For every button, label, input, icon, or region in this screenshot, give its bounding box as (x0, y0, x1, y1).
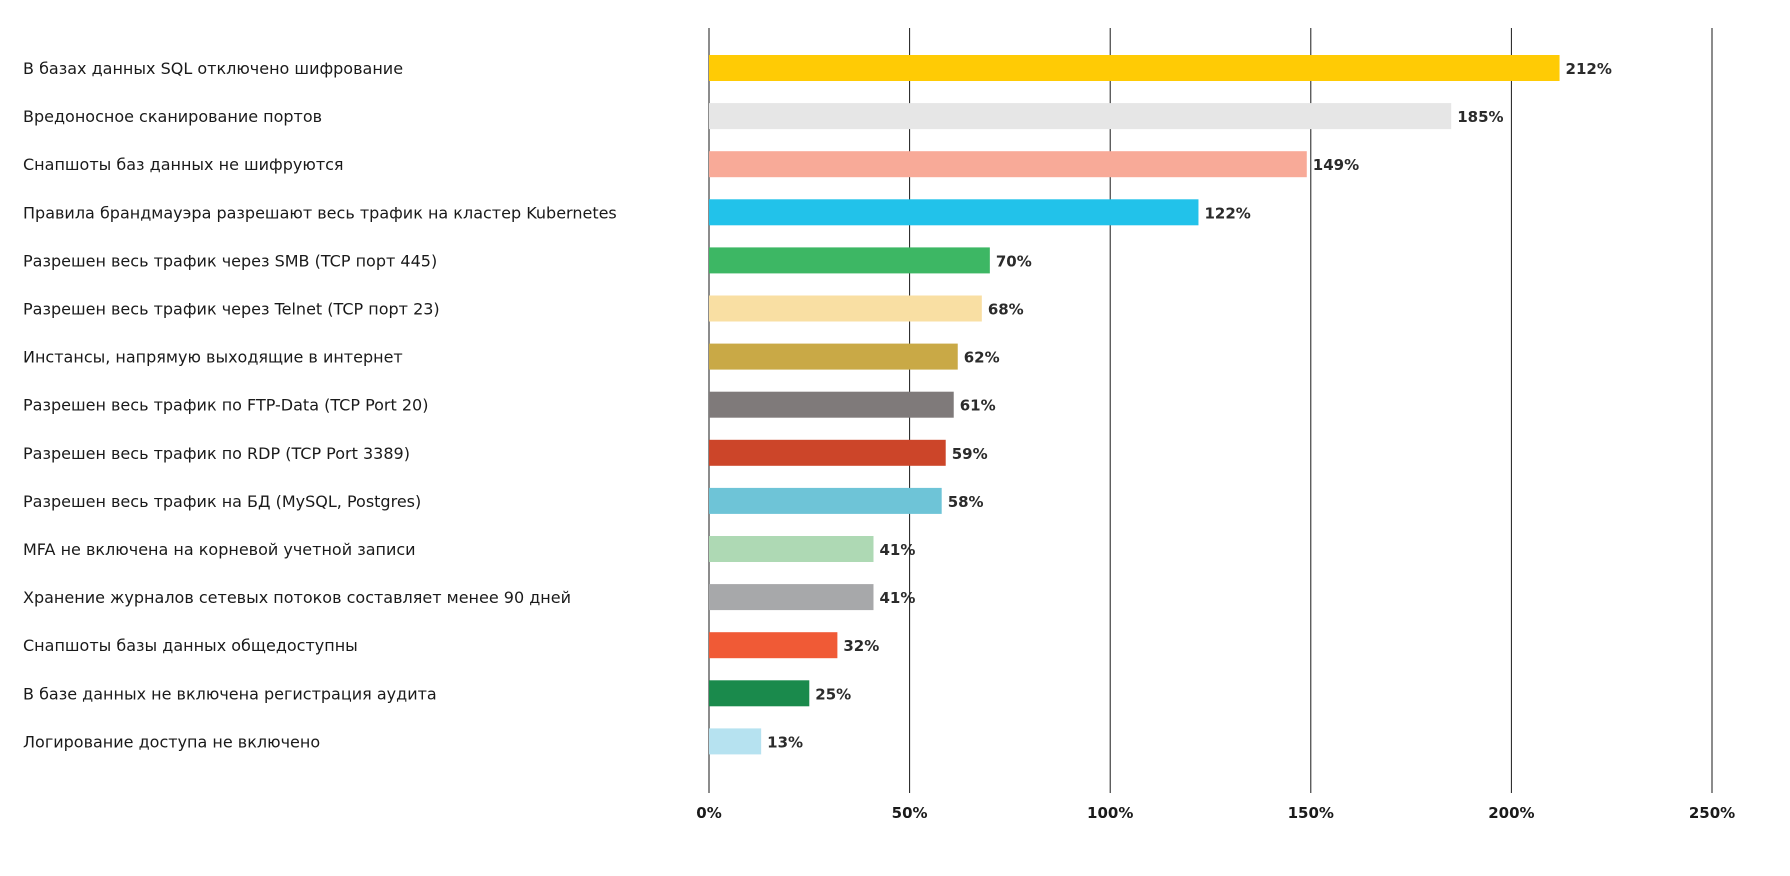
bar (709, 103, 1452, 130)
category-label: Правила брандмауэра разрешают весь трафи… (23, 203, 617, 222)
category-label: Разрешен весь трафик через SMB (TCP порт… (23, 251, 437, 270)
value-label: 41% (879, 589, 915, 607)
value-label: 41% (879, 541, 915, 559)
x-tick-label: 150% (1288, 804, 1334, 822)
value-label: 59% (952, 445, 988, 463)
bar (709, 391, 954, 418)
category-label: Снапшоты баз данных не шифруются (23, 155, 344, 174)
bar (709, 55, 1560, 81)
bars (709, 55, 1560, 755)
value-label: 13% (767, 733, 803, 751)
value-label: 149% (1313, 156, 1359, 174)
category-label: В базах данных SQL отключено шифрование (23, 59, 403, 78)
bar (709, 536, 874, 562)
bar (709, 584, 874, 611)
value-label: 68% (988, 301, 1024, 319)
bar (709, 151, 1307, 178)
category-label: Снапшоты базы данных общедоступны (23, 636, 358, 655)
category-label: Хранение журналов сетевых потоков состав… (23, 588, 571, 607)
bar (709, 680, 810, 707)
value-label: 212% (1566, 60, 1612, 78)
bar (709, 439, 946, 466)
category-label: Разрешен весь трафик на БД (MySQL, Postg… (23, 492, 421, 511)
category-label: MFA не включена на корневой учетной запи… (23, 540, 416, 559)
value-label: 58% (948, 493, 984, 511)
category-label: В базе данных не включена регистрация ау… (23, 684, 437, 703)
x-tick-label: 250% (1689, 804, 1735, 822)
value-label: 32% (843, 637, 879, 655)
x-tick-label: 50% (892, 804, 928, 822)
category-label: Разрешен весь трафик по FTP-Data (TCP Po… (23, 396, 428, 415)
category-label: Инстансы, напрямую выходящие в интернет (23, 348, 403, 367)
value-label: 25% (815, 685, 851, 703)
bar (709, 632, 838, 659)
bar (709, 247, 990, 274)
value-label: 61% (960, 397, 996, 415)
category-label: Разрешен весь трафик по RDP (TCP Port 33… (23, 444, 410, 463)
category-labels: В базах данных SQL отключено шифрование В… (23, 59, 617, 751)
category-label: Вредоносное сканирование портов (23, 107, 322, 126)
x-tick-label: 200% (1488, 804, 1534, 822)
value-label: 62% (964, 349, 1000, 367)
value-label: 70% (996, 252, 1032, 270)
category-label: Разрешен весь трафик через Telnet (TCP п… (23, 300, 440, 319)
bar (709, 343, 958, 370)
bar (709, 295, 982, 322)
x-tick-label: 100% (1087, 804, 1133, 822)
bar (709, 728, 762, 755)
x-tick-label: 0% (696, 804, 721, 822)
category-label: Логирование доступа не включено (23, 732, 320, 751)
value-labels: 212% 185% 149% 122% 70% 68% 62% 61% 59% 58% 41% 41%… (767, 60, 1612, 751)
value-label: 122% (1204, 204, 1250, 222)
bar (709, 199, 1199, 226)
x-axis-tick-labels: 0% 50% 100% 150% 200% 250% (696, 804, 1735, 822)
bar (709, 487, 942, 514)
value-label: 185% (1457, 108, 1503, 126)
